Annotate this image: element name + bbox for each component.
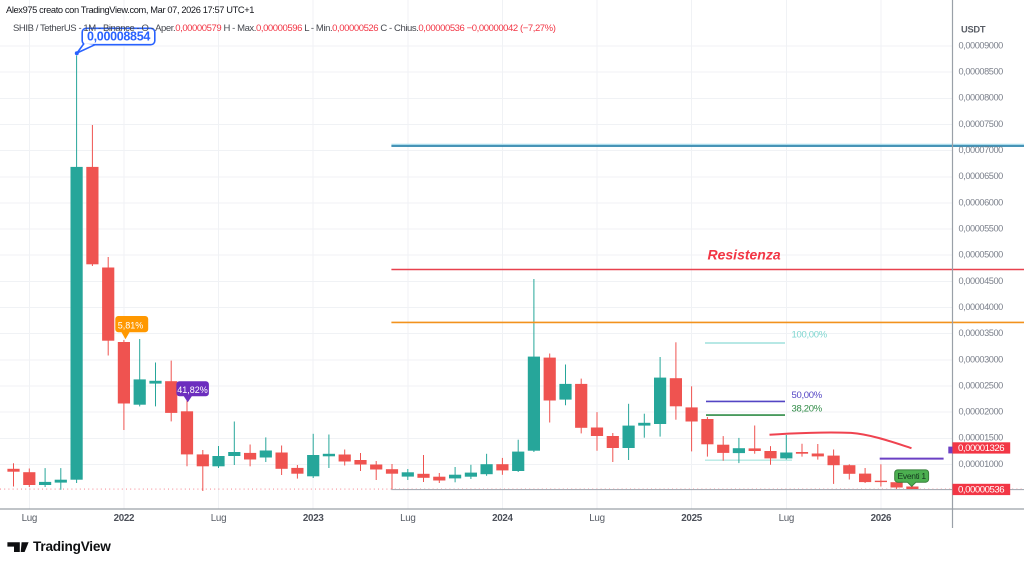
svg-text:0,00001500: 0,00001500 bbox=[959, 433, 1004, 443]
svg-text:38,20%: 38,20% bbox=[792, 404, 823, 415]
svg-text:Lug: Lug bbox=[589, 513, 604, 524]
svg-text:0,00003500: 0,00003500 bbox=[959, 328, 1004, 338]
svg-text:0,00003000: 0,00003000 bbox=[959, 354, 1004, 364]
svg-text:0,00002500: 0,00002500 bbox=[959, 380, 1004, 390]
svg-text:50,00%: 50,00% bbox=[792, 390, 823, 401]
svg-text:5,81%: 5,81% bbox=[118, 321, 144, 331]
svg-text:0,00008000: 0,00008000 bbox=[959, 93, 1004, 103]
svg-text:2026: 2026 bbox=[871, 513, 892, 524]
svg-text:TradingView: TradingView bbox=[33, 539, 111, 554]
svg-text:0,00002000: 0,00002000 bbox=[959, 407, 1004, 417]
svg-text:0,00008854: 0,00008854 bbox=[87, 30, 150, 44]
svg-text:0,00001000: 0,00001000 bbox=[959, 459, 1004, 469]
svg-text:0,00006000: 0,00006000 bbox=[959, 197, 1004, 207]
svg-text:0,00007500: 0,00007500 bbox=[959, 119, 1004, 129]
svg-text:2025: 2025 bbox=[681, 513, 702, 524]
svg-text:0,00005000: 0,00005000 bbox=[959, 250, 1004, 260]
svg-text:2023: 2023 bbox=[303, 513, 324, 524]
svg-text:0,00000536: 0,00000536 bbox=[958, 485, 1004, 496]
svg-text:2022: 2022 bbox=[114, 513, 135, 524]
svg-text:Eventi 1: Eventi 1 bbox=[898, 471, 927, 481]
svg-text:0,00006500: 0,00006500 bbox=[959, 171, 1004, 181]
svg-text:USDT: USDT bbox=[961, 25, 986, 35]
svg-text:Lug: Lug bbox=[22, 513, 37, 524]
svg-text:0,00004000: 0,00004000 bbox=[959, 302, 1004, 312]
svg-text:2024: 2024 bbox=[492, 513, 513, 524]
svg-text:0,00007000: 0,00007000 bbox=[959, 145, 1004, 155]
svg-text:0,00009000: 0,00009000 bbox=[959, 40, 1004, 50]
svg-text:0,00001326: 0,00001326 bbox=[958, 443, 1004, 454]
svg-text:Lug: Lug bbox=[779, 513, 794, 524]
svg-text:Resistenza: Resistenza bbox=[708, 247, 781, 263]
svg-text:41,82%: 41,82% bbox=[177, 385, 208, 395]
svg-text:0,00005500: 0,00005500 bbox=[959, 224, 1004, 234]
svg-text:Lug: Lug bbox=[211, 513, 226, 524]
svg-text:Lug: Lug bbox=[400, 513, 415, 524]
svg-text:0,00008500: 0,00008500 bbox=[959, 67, 1004, 77]
svg-text:100,00%: 100,00% bbox=[792, 330, 828, 341]
svg-text:0,00004500: 0,00004500 bbox=[959, 276, 1004, 286]
